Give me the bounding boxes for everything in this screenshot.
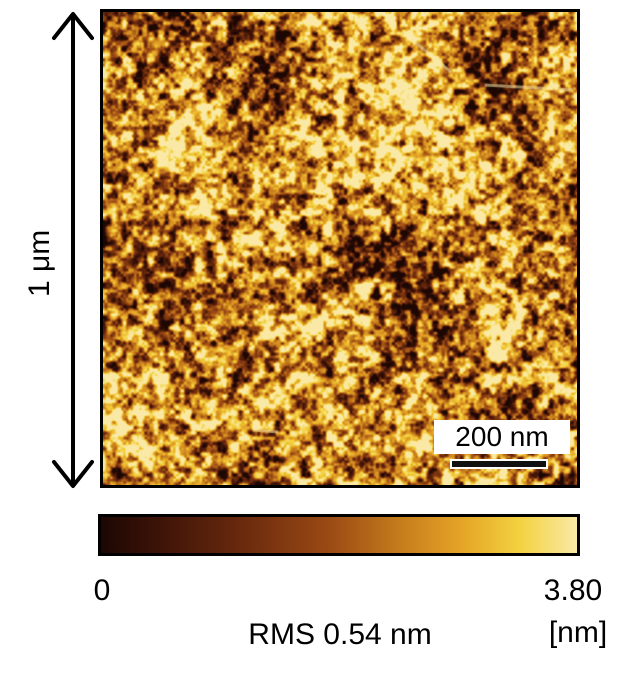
image-size-label: 1 μm [23,229,56,297]
scale-bar-label: 200 nm [434,420,570,454]
arrow-head-up [52,12,94,40]
colorbar-max-label: 3.80 [543,574,603,607]
scale-bar [450,459,548,469]
colorbar-unit-label: [nm] [548,616,608,649]
arrow-head-down [52,460,94,488]
rms-roughness-label: RMS 0.54 nm [248,618,432,651]
afm-height-image [100,9,580,488]
height-colorbar [98,514,580,556]
colorbar-min-label: 0 [93,574,111,607]
afm-topography-texture [103,12,577,485]
vertical-size-arrow [52,12,94,488]
